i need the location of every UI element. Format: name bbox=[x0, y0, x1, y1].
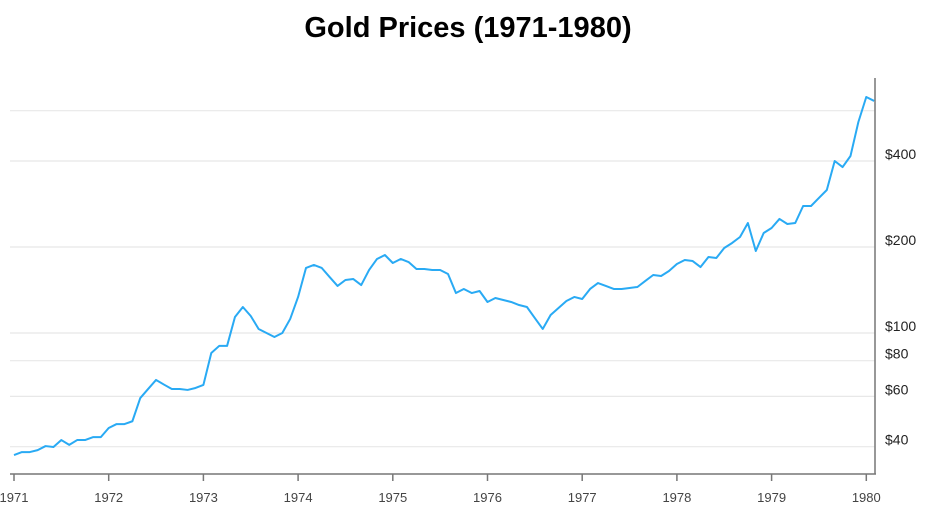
x-tick-label: 1976 bbox=[473, 490, 502, 505]
y-tick-label: $60 bbox=[885, 381, 909, 397]
x-tick-label: 1973 bbox=[189, 490, 218, 505]
x-tick-label: 1979 bbox=[757, 490, 786, 505]
x-tick-label: 1980 bbox=[852, 490, 881, 505]
chart-title: Gold Prices (1971-1980) bbox=[304, 12, 632, 44]
x-tick-label: 1977 bbox=[568, 490, 597, 505]
y-tick-label: $40 bbox=[885, 432, 909, 448]
x-tick-label: 1975 bbox=[378, 490, 407, 505]
x-tick-label: 1974 bbox=[284, 490, 313, 505]
price-line bbox=[13, 96, 875, 456]
x-tick-label: 1978 bbox=[662, 490, 691, 505]
y-tick-label: $200 bbox=[885, 232, 916, 248]
y-tick-label: $100 bbox=[885, 318, 916, 334]
y-tick-label: $80 bbox=[885, 346, 909, 362]
x-tick-label: 1971 bbox=[0, 490, 28, 505]
x-tick-label: 1972 bbox=[94, 490, 123, 505]
y-tick-label: $400 bbox=[885, 146, 916, 162]
